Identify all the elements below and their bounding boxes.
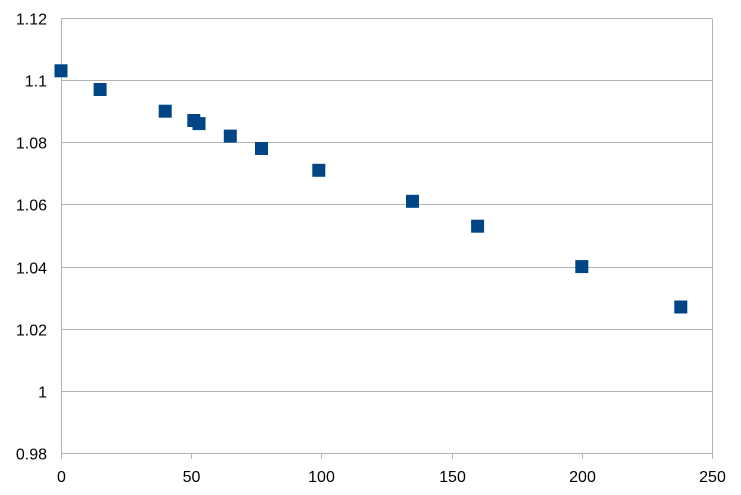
y-tick-label: 1.02 [16,323,47,340]
data-point [158,104,172,118]
y-tick-label: 1.06 [16,198,47,215]
data-point [255,142,268,155]
x-tick-label: 150 [439,469,466,486]
data-points [54,64,688,314]
grid-lines [61,18,712,454]
y-tick-label: 1 [38,385,47,402]
data-point [54,64,68,78]
y-tick-label: 1.04 [16,261,47,278]
data-point [192,117,206,131]
data-point [223,129,237,143]
x-tick-labels: 0 50 100 150 200 250 [57,469,726,486]
x-tick-label: 0 [57,469,66,486]
x-tick-label: 250 [699,469,726,486]
data-point [93,83,107,96]
data-point [312,163,326,177]
x-tick-label: 50 [183,469,201,486]
data-point [674,300,688,314]
y-tick-label: 1.1 [25,74,47,91]
x-tick-label: 200 [569,469,596,486]
axes [61,18,713,459]
data-point [575,260,589,274]
y-tick-labels: 0.98 1 1.02 1.04 1.06 1.08 1.1 1.12 [16,12,47,464]
y-tick-label: 1.08 [16,136,47,153]
data-point [471,219,485,233]
y-tick-label: 0.98 [16,447,47,464]
data-point [406,194,419,208]
y-tick-label: 1.12 [16,12,47,29]
x-tick-label: 100 [308,469,335,486]
